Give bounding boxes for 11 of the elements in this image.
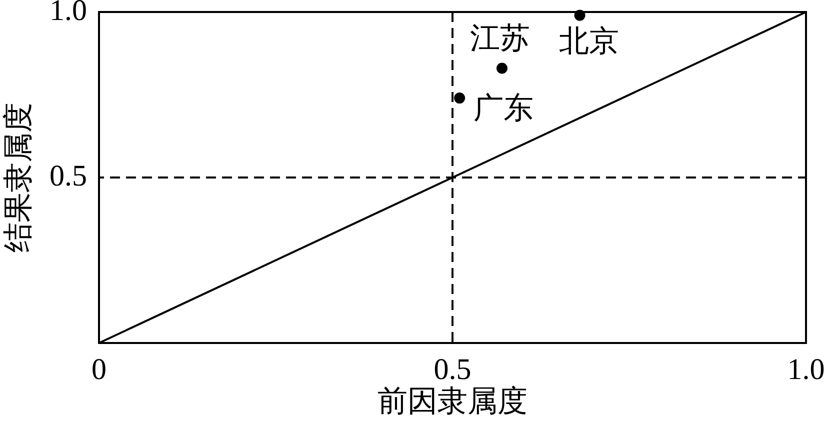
series-label: 广东 <box>474 92 534 125</box>
series-label: 北京 <box>558 25 619 58</box>
x-tick-label: 1.0 <box>787 352 825 386</box>
x-tick-label: 0 <box>92 352 106 386</box>
point <box>454 92 466 104</box>
point <box>496 62 508 74</box>
series-label: 江苏 <box>470 22 530 56</box>
x-tick-label: 0.5 <box>434 352 472 386</box>
x-axis-title: 前因隶属度 <box>378 384 528 418</box>
point <box>574 10 586 21</box>
y-axis-title: 结果隶属度 <box>2 102 35 252</box>
